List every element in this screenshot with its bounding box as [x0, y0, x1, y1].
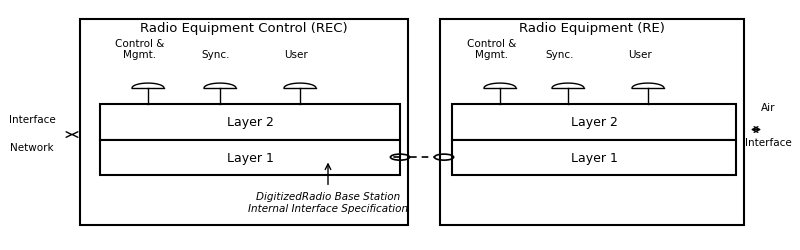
Bar [80, 20, 408, 225]
Text: Interface: Interface [9, 115, 55, 125]
Text: Layer 1: Layer 1 [226, 151, 274, 164]
Text: User: User [628, 50, 652, 60]
Text: Layer 1: Layer 1 [570, 151, 618, 164]
Text: Interface: Interface [745, 138, 791, 147]
Bar [452, 105, 736, 140]
Text: Air: Air [761, 102, 775, 113]
Text: Network: Network [10, 142, 54, 152]
Text: Radio Equipment (RE): Radio Equipment (RE) [519, 22, 665, 35]
Text: User: User [284, 50, 308, 60]
Text: Control &
Mgmt.: Control & Mgmt. [467, 38, 517, 60]
Bar [100, 140, 400, 175]
Text: Control &
Mgmt.: Control & Mgmt. [115, 38, 165, 60]
Text: Sync.: Sync. [202, 50, 230, 60]
Bar [100, 105, 400, 140]
Text: Layer 2: Layer 2 [570, 116, 618, 129]
Bar [440, 20, 744, 225]
Text: Layer 2: Layer 2 [226, 116, 274, 129]
Text: DigitizedRadio Base Station
Internal Interface Specification: DigitizedRadio Base Station Internal Int… [248, 191, 408, 213]
Text: Radio Equipment Control (REC): Radio Equipment Control (REC) [140, 22, 348, 35]
Bar [452, 140, 736, 175]
Text: Sync.: Sync. [546, 50, 574, 60]
